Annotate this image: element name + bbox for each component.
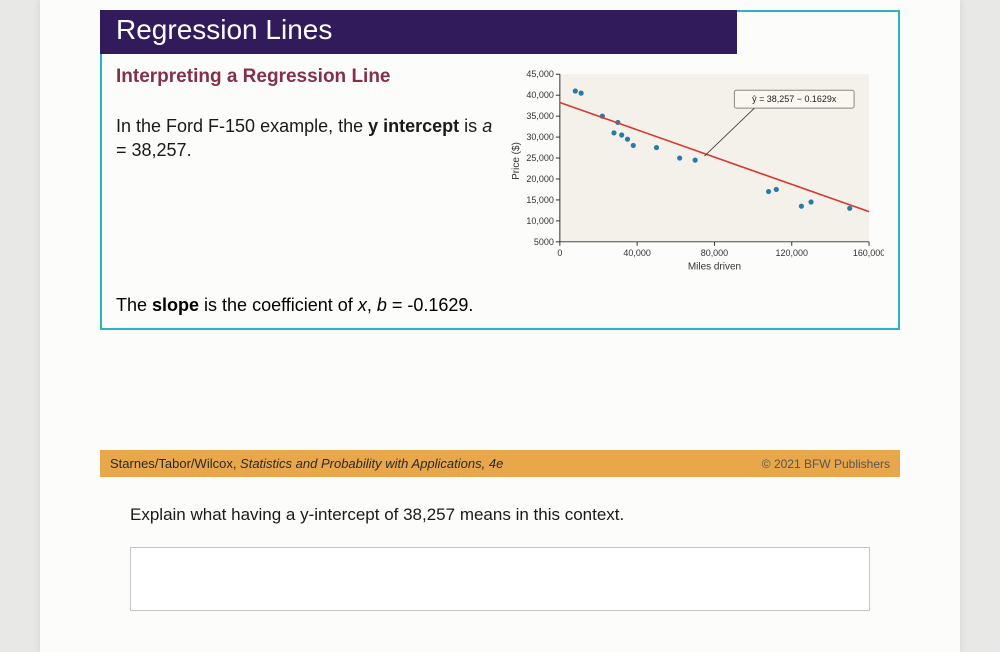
body-ital-a: a (482, 116, 492, 136)
footer-citation: Starnes/Tabor/Wilcox, Statistics and Pro… (110, 456, 503, 471)
svg-text:15,000: 15,000 (526, 195, 553, 205)
svg-text:120,000: 120,000 (776, 248, 808, 258)
svg-text:45,000: 45,000 (526, 69, 553, 79)
x-ticks: 0 40,000 80,000 120,000 160,000 (557, 242, 884, 258)
svg-text:160,000: 160,000 (853, 248, 884, 258)
body-bold-yintercept: y intercept (368, 116, 459, 136)
slope-prefix: The (116, 295, 152, 315)
question-text: Explain what having a y-intercept of 38,… (130, 505, 870, 525)
subheading: Interpreting a Regression Line (116, 66, 495, 88)
x-axis-label: Miles driven (688, 262, 741, 273)
footer-copyright: © 2021 BFW Publishers (762, 457, 890, 471)
svg-text:80,000: 80,000 (701, 248, 728, 258)
text-column: Interpreting a Regression Line In the Fo… (116, 66, 495, 281)
svg-text:40,000: 40,000 (526, 90, 553, 100)
chart-column: 5000 10,000 15,000 20,000 25,000 30,000 35,000… (505, 66, 884, 281)
svg-text:5000: 5000 (534, 237, 554, 247)
body-mid: is (459, 116, 482, 136)
svg-text:25,000: 25,000 (526, 153, 553, 163)
slide-box: Regression Lines Interpreting a Regressi… (100, 10, 900, 330)
regression-chart: 5000 10,000 15,000 20,000 25,000 30,000 35,000… (505, 66, 884, 276)
slope-text: The slope is the coefficient of x, b = -… (102, 287, 898, 328)
svg-text:30,000: 30,000 (526, 132, 553, 142)
slope-mid: is the coefficient of (199, 295, 358, 315)
footer-bar: Starnes/Tabor/Wilcox, Statistics and Pro… (100, 450, 900, 477)
equation-text: ŷ = 38,257 − 0.1629x (752, 94, 837, 104)
body-prefix: In the Ford F-150 example, the (116, 116, 368, 136)
footer-title-ital: Statistics and Probability with Applicat… (240, 456, 503, 471)
content-row: Interpreting a Regression Line In the Fo… (102, 54, 898, 287)
svg-text:10,000: 10,000 (526, 216, 553, 226)
answer-input[interactable] (130, 547, 870, 611)
svg-text:0: 0 (557, 248, 562, 258)
slope-bold: slope (152, 295, 199, 315)
y-axis-label: Price ($) (511, 142, 522, 180)
svg-text:35,000: 35,000 (526, 111, 553, 121)
slope-suffix: = -0.1629. (387, 295, 474, 315)
y-ticks: 5000 10,000 15,000 20,000 25,000 30,000 35,000… (526, 69, 559, 247)
slope-ital-b: b (377, 295, 387, 315)
slope-sep: , (367, 295, 377, 315)
slope-ital-x: x (358, 295, 367, 315)
body-text: In the Ford F-150 example, the y interce… (116, 114, 495, 163)
footer-authors: Starnes/Tabor/Wilcox, (110, 456, 240, 471)
svg-text:40,000: 40,000 (623, 248, 650, 258)
page: Regression Lines Interpreting a Regressi… (40, 0, 960, 652)
slide-title: Regression Lines (100, 10, 737, 54)
svg-text:20,000: 20,000 (526, 174, 553, 184)
body-suffix: = 38,257. (116, 140, 192, 160)
